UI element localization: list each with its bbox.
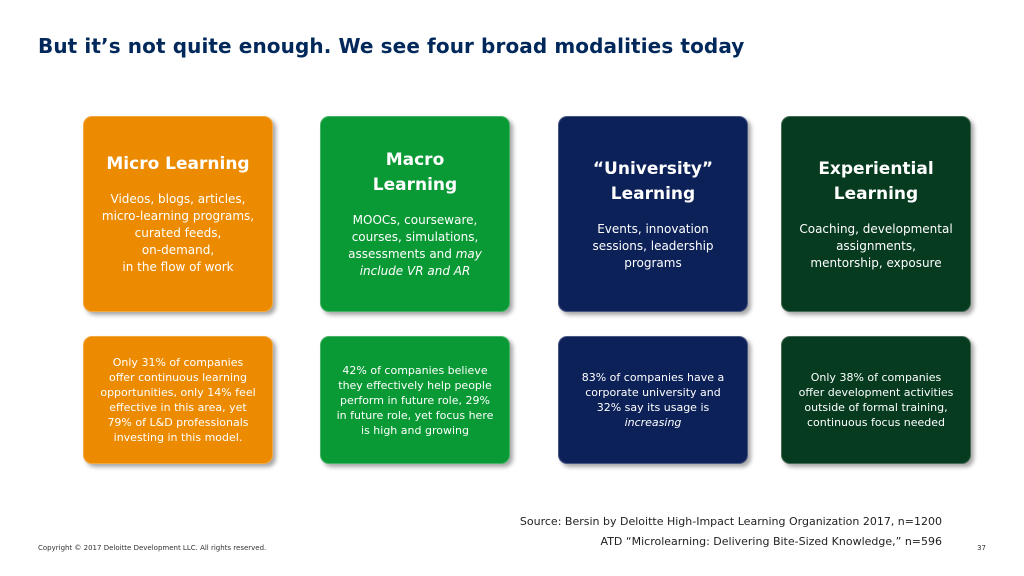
- title-line: Experiential: [818, 158, 934, 179]
- stat-line: outside of formal training,: [804, 401, 948, 414]
- stat-line: 83% of companies have a: [581, 371, 725, 384]
- stat-line: investing in this model.: [113, 431, 243, 444]
- body-line: assessments and may: [348, 246, 482, 263]
- micro-learning-card: Micro Learning Videos, blogs, articles, …: [83, 116, 273, 312]
- stat-text: 42% of companies believe they effectivel…: [325, 363, 506, 438]
- experiential-learning-stat-card: Only 38% of companies offer development …: [781, 336, 971, 464]
- source-line: Source: Bersin by Deloitte High-Impact L…: [519, 515, 942, 528]
- card-title: Experiential Learning: [806, 157, 945, 207]
- source-line: ATD “Microlearning: Delivering Bite-Size…: [600, 535, 942, 548]
- body-line: MOOCs, courseware,: [352, 213, 478, 227]
- title-line: Learning: [833, 183, 919, 204]
- stat-line: offer continuous learning: [109, 371, 247, 384]
- stat-line: 79% of L&D professionals: [107, 416, 249, 429]
- body-line: Coaching, developmental: [799, 221, 953, 236]
- stat-line: effective in this area, yet: [109, 401, 247, 414]
- body-line: on-demand,: [141, 243, 215, 257]
- page-number: 37: [977, 544, 986, 552]
- slide-title: But it’s not quite enough. We see four b…: [38, 34, 745, 58]
- body-line: sessions, leadership: [592, 238, 714, 253]
- stat-line: opportunities, only 14% feel: [100, 386, 256, 399]
- card-title: “University” Learning: [581, 157, 725, 207]
- micro-learning-stat-card: Only 31% of companies offer continuous l…: [83, 336, 273, 464]
- body-line: micro-learning programs,: [101, 209, 255, 223]
- card-body: Coaching, developmental assignments, men…: [789, 221, 962, 272]
- stat-line: offer development activities: [798, 386, 954, 399]
- title-line: Macro: [385, 150, 445, 170]
- body-line: include VR and AR: [348, 263, 482, 280]
- title-line: “University”: [592, 158, 714, 179]
- stat-line: they effectively help people: [338, 378, 492, 392]
- card-title: Micro Learning: [106, 154, 250, 174]
- macro-learning-card: Macro Learning MOOCs, courseware, course…: [320, 116, 510, 312]
- stat-line: 32% say its usage is: [596, 401, 710, 414]
- body-line: mentorship, exposure: [810, 255, 942, 270]
- card-body: Videos, blogs, articles, micro-learning …: [92, 191, 264, 276]
- stat-text: Only 38% of companies offer development …: [787, 370, 966, 430]
- stat-line: Only 38% of companies: [810, 371, 942, 384]
- card-title: Macro Learning: [361, 148, 469, 198]
- body-text: assessments and: [348, 247, 456, 261]
- stat-text: Only 31% of companies offer continuous l…: [88, 355, 267, 445]
- copyright-footer: Copyright © 2017 Deloitte Development LL…: [38, 544, 267, 552]
- stat-line: is high and growing: [361, 423, 469, 437]
- card-body: MOOCs, courseware, courses, simulations,…: [338, 212, 492, 280]
- body-line: Videos, blogs, articles,: [110, 192, 246, 206]
- body-emphasis: may: [455, 247, 482, 261]
- stat-line: 42% of companies believe: [342, 363, 488, 377]
- body-line: courses, simulations,: [351, 230, 479, 244]
- body-line: assignments,: [836, 238, 916, 253]
- body-line: Events, innovation: [597, 221, 709, 236]
- stat-emphasis: increasing: [624, 416, 682, 429]
- stat-line: corporate university and: [585, 386, 721, 399]
- stat-line: in future role, yet focus here: [336, 408, 494, 422]
- body-line: in the flow of work: [122, 260, 234, 274]
- stat-line: perform in future role, 29%: [340, 393, 490, 407]
- title-line: Learning: [372, 175, 458, 195]
- body-line: curated feeds,: [134, 226, 222, 240]
- stat-line: increasing: [582, 415, 725, 430]
- title-line: Learning: [610, 183, 696, 204]
- card-body: Events, innovation sessions, leadership …: [582, 221, 723, 272]
- stat-text: 83% of companies have a corporate univer…: [570, 370, 737, 430]
- experiential-learning-card: Experiential Learning Coaching, developm…: [781, 116, 971, 312]
- stat-line: continuous focus needed: [806, 416, 946, 429]
- stat-line: Only 31% of companies: [112, 356, 244, 369]
- source-notes: Source: Bersin by Deloitte High-Impact L…: [520, 512, 942, 552]
- body-emphasis: include VR and AR: [359, 264, 471, 278]
- university-learning-card: “University” Learning Events, innovation…: [558, 116, 748, 312]
- macro-learning-stat-card: 42% of companies believe they effectivel…: [320, 336, 510, 464]
- body-line: programs: [624, 255, 682, 270]
- university-learning-stat-card: 83% of companies have a corporate univer…: [558, 336, 748, 464]
